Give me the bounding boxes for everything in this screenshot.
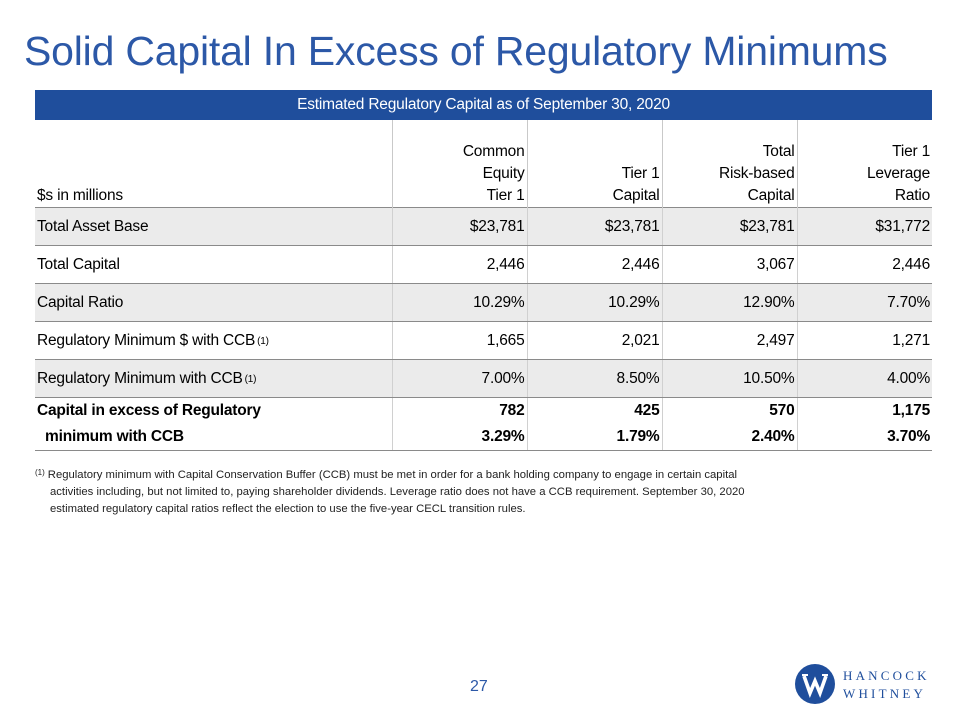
- table-cell: 7.70%: [797, 283, 933, 322]
- table-cell: $31,772: [797, 207, 933, 246]
- row-label: minimum with CCB: [35, 424, 393, 451]
- row-label: Capital in excess of Regulatory: [35, 397, 393, 424]
- table-cell: 1,665: [392, 321, 528, 360]
- table-row: Regulatory Minimum with CCB (1) 7.00% 8.5…: [35, 359, 933, 398]
- logo-wordmark-line2: WHITNEY: [843, 686, 927, 701]
- table-cell: 2,446: [527, 245, 663, 284]
- table-cell: 2.40%: [662, 424, 798, 451]
- table-cell: 3,067: [662, 245, 798, 284]
- column-header: Tier 1 Capital: [527, 120, 663, 208]
- column-header-line: Ratio: [894, 187, 931, 204]
- table-cell: $23,781: [392, 207, 528, 246]
- row-header-label: $s in millions: [35, 120, 393, 208]
- table-cell: 4.00%: [797, 359, 933, 398]
- table-cell: 7.00%: [392, 359, 528, 398]
- logo-wordmark-line1: HANCOCK: [843, 668, 930, 683]
- row-label-text: Total Asset Base: [37, 217, 149, 235]
- table-cell: $23,781: [662, 207, 798, 246]
- footnote-text: Regulatory minimum with Capital Conserva…: [47, 469, 738, 481]
- hancock-whitney-w-icon: [795, 664, 835, 704]
- table-cell: 10.50%: [662, 359, 798, 398]
- row-label: Capital Ratio: [35, 283, 393, 322]
- row-label-text: Regulatory Minimum $ with CCB: [37, 331, 256, 349]
- table-cell: 570: [662, 397, 798, 424]
- table-cell: 2,497: [662, 321, 798, 360]
- column-header: Common Equity Tier 1: [392, 120, 528, 208]
- page-title: Solid Capital In Excess of Regulatory Mi…: [24, 28, 888, 74]
- row-label-text: Total Capital: [37, 255, 120, 273]
- column-header-line: Capital: [747, 187, 795, 204]
- footnote: (1) Regulatory minimum with Capital Conse…: [35, 467, 855, 518]
- table-cell: 2,446: [392, 245, 528, 284]
- row-label: Regulatory Minimum $ with CCB (1): [35, 321, 393, 360]
- table-cell: 1,271: [797, 321, 933, 360]
- footnote-line: (1) Regulatory minimum with Capital Conse…: [35, 467, 855, 484]
- table-cell: $23,781: [527, 207, 663, 246]
- capital-table: Estimated Regulatory Capital as of Septe…: [35, 90, 933, 451]
- column-header-line: Tier 1: [621, 165, 660, 182]
- column-header: Tier 1 Leverage Ratio: [797, 120, 932, 208]
- footnote-reference: (1): [257, 335, 269, 347]
- table-cell: 12.90%: [662, 283, 798, 322]
- table-cell: 10.29%: [527, 283, 663, 322]
- row-label: Total Asset Base: [35, 207, 393, 246]
- table-banner-row: Estimated Regulatory Capital as of Septe…: [35, 90, 933, 120]
- table-cell: 3.29%: [392, 424, 528, 451]
- footnote-marker: (1): [35, 468, 45, 477]
- excess-amount-row: Capital in excess of Regulatory 782 425 …: [35, 397, 932, 424]
- column-header-line: Tier 1: [486, 187, 525, 204]
- footnote-reference: (1): [244, 373, 257, 385]
- column-header-line: Leverage: [866, 165, 931, 182]
- excess-ratio-row: minimum with CCB 3.29% 1.79% 2.40% 3.70%: [35, 424, 933, 451]
- table-cell: 8.50%: [527, 359, 663, 398]
- table-row: Total Capital 2,446 2,446 3,067 2,446: [35, 245, 933, 284]
- column-header-line: Total: [762, 143, 795, 160]
- hancock-whitney-logo: HANCOCK WHITNEY: [793, 664, 943, 708]
- row-label-text: Regulatory Minimum with CCB: [37, 369, 243, 387]
- column-header: Total Risk-based Capital: [662, 120, 798, 208]
- table-cell: 2,021: [527, 321, 663, 360]
- page-number: 27: [470, 678, 488, 695]
- table-cell: 1.79%: [527, 424, 663, 451]
- table-cell: 10.29%: [392, 283, 528, 322]
- table-cell: 1,175: [892, 402, 931, 419]
- column-header-line: Risk-based: [718, 165, 795, 182]
- table-row: Regulatory Minimum $ with CCB (1) 1,665 2…: [35, 321, 933, 360]
- table-row: Capital Ratio 10.29% 10.29% 12.90% 7.70%: [35, 283, 933, 322]
- table-cell: 782: [392, 397, 528, 424]
- table-row: Total Asset Base $23,781 $23,781 $23,781…: [35, 207, 933, 246]
- footnote-line: estimated regulatory capital ratios refl…: [50, 503, 526, 515]
- table-header-row: $s in millions Common Equity Tier 1 Tier 1…: [35, 120, 933, 208]
- column-header-line: Tier 1: [892, 143, 931, 160]
- table-cell: 425: [527, 397, 663, 424]
- table-cell: 2,446: [797, 245, 933, 284]
- table-banner: Estimated Regulatory Capital as of Septe…: [35, 90, 933, 120]
- row-label-text: Capital Ratio: [37, 293, 124, 311]
- column-header-line: Capital: [612, 187, 660, 204]
- row-label: Regulatory Minimum with CCB (1): [35, 359, 393, 398]
- row-label: Total Capital: [35, 245, 393, 284]
- table-cell: 3.70%: [797, 424, 933, 451]
- column-header-line: Equity: [482, 165, 525, 182]
- footnote-line: activities including, but not limited to…: [50, 486, 745, 498]
- column-header-line: Common: [462, 143, 525, 160]
